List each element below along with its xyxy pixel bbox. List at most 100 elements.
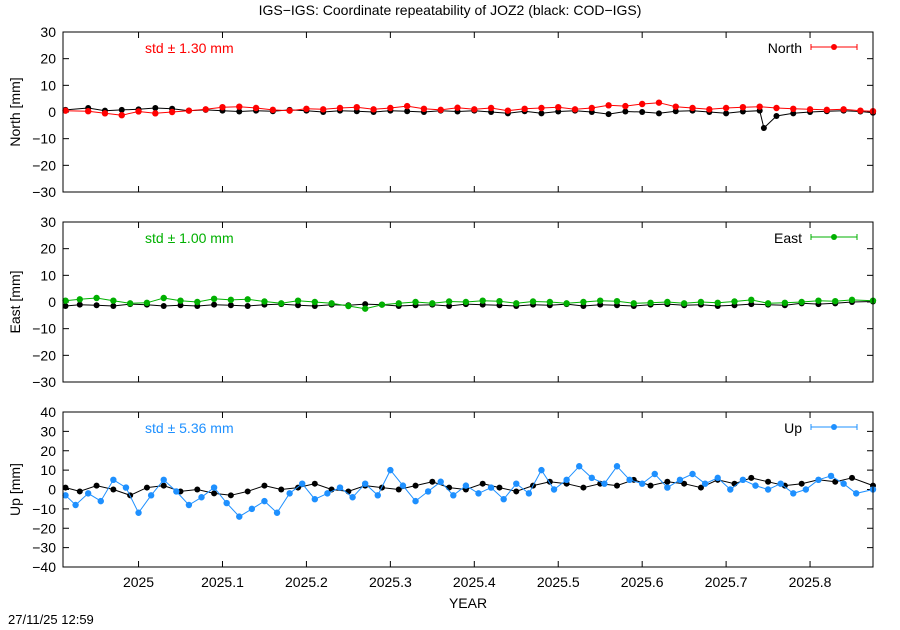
up-point xyxy=(588,474,596,482)
east-point xyxy=(529,298,537,305)
east-compare-point xyxy=(110,303,117,309)
y-tick-label: −20 xyxy=(32,157,56,173)
up-point xyxy=(727,486,734,493)
east-point xyxy=(227,296,235,304)
up-compare-point xyxy=(160,482,167,489)
x-tick-label: 2025.5 xyxy=(537,574,580,590)
y-axis-label: East [mm] xyxy=(7,270,23,333)
up-compare-point xyxy=(580,484,587,491)
y-tick-label: −30 xyxy=(32,374,56,390)
panel-north: −30 −20 −10 0 10 20 30 North [mm] std ± 1.30 mm N… xyxy=(7,24,877,200)
up-compare-point xyxy=(278,486,285,493)
north-compare-point xyxy=(622,108,629,115)
east-point xyxy=(563,300,570,307)
east-point xyxy=(261,298,268,305)
north-point xyxy=(336,104,344,112)
east-point xyxy=(613,298,621,305)
east-legend-label: East xyxy=(774,230,802,246)
up-point xyxy=(613,463,621,470)
up-point xyxy=(638,480,646,487)
x-tick-label: 2025.3 xyxy=(369,574,412,590)
north-compare-point xyxy=(152,105,159,111)
north-point xyxy=(538,104,545,112)
up-point xyxy=(223,499,230,507)
up-compare-point xyxy=(849,474,856,481)
east-point xyxy=(714,299,721,306)
up-point xyxy=(185,501,193,509)
y-tick-label: −30 xyxy=(32,184,56,200)
north-point xyxy=(303,105,310,113)
up-compare-point xyxy=(395,486,402,493)
up-compare-point xyxy=(613,482,620,489)
up-point xyxy=(500,495,507,503)
north-point xyxy=(504,107,512,114)
north-point xyxy=(706,106,713,113)
up-point xyxy=(815,476,822,484)
north-compare-point xyxy=(605,111,612,118)
east-point xyxy=(311,298,319,306)
up-point xyxy=(236,513,243,520)
up-point xyxy=(299,480,306,487)
north-point xyxy=(605,102,612,109)
y-tick-label: 20 xyxy=(40,51,56,67)
timestamp: 27/11/25 12:59 xyxy=(8,612,94,627)
up-point xyxy=(72,501,79,509)
x-tick-label: 2025.7 xyxy=(705,574,748,590)
up-compare-point xyxy=(513,488,520,495)
up-point xyxy=(110,476,117,484)
east-point xyxy=(395,300,402,307)
north-point xyxy=(471,106,478,113)
east-point xyxy=(832,298,839,305)
up-point xyxy=(714,474,721,482)
up-point xyxy=(739,476,747,484)
east-compare-point xyxy=(362,301,369,308)
north-point xyxy=(672,103,679,110)
y-tick-label: −20 xyxy=(32,347,56,363)
east-compare-point xyxy=(76,301,83,308)
up-point xyxy=(450,492,457,499)
up-compare-point xyxy=(446,484,453,491)
up-point xyxy=(764,486,772,493)
east-point xyxy=(748,296,755,304)
north-point xyxy=(236,103,243,110)
north-point xyxy=(353,104,360,111)
up-point xyxy=(827,472,835,480)
up-point xyxy=(576,463,583,470)
up-point xyxy=(689,470,696,478)
y-tick-label: 30 xyxy=(40,214,56,230)
y-tick-label: −20 xyxy=(32,520,56,536)
east-point xyxy=(815,297,822,304)
north-point xyxy=(101,110,109,117)
east-point xyxy=(580,298,587,306)
up-compare-point xyxy=(93,482,100,489)
east-point xyxy=(194,298,201,306)
east-point xyxy=(597,297,604,304)
x-tick-label: 2025.6 xyxy=(621,574,664,590)
up-compare-point xyxy=(62,484,69,491)
legend-marker xyxy=(831,424,837,430)
up-point xyxy=(286,490,293,497)
up-compare-point xyxy=(697,484,704,491)
east-compare-point xyxy=(62,303,69,309)
north-compare-point xyxy=(790,110,797,117)
north-point xyxy=(387,104,394,112)
east-point xyxy=(177,297,184,304)
east-point xyxy=(210,295,218,302)
x-tick-label: 2025.1 xyxy=(201,574,244,590)
east-point xyxy=(664,298,671,306)
north-point xyxy=(420,105,428,113)
up-point xyxy=(462,482,470,489)
up-point xyxy=(853,490,860,497)
up-point xyxy=(777,480,784,487)
north-compare-point xyxy=(118,106,125,113)
up-point xyxy=(374,492,381,499)
up-compare-point xyxy=(211,490,218,497)
north-point xyxy=(320,106,327,113)
up-point xyxy=(210,484,218,491)
y-tick-label: 20 xyxy=(40,443,56,459)
up-point xyxy=(563,476,570,484)
legend-marker xyxy=(831,44,837,50)
north-point xyxy=(84,108,92,115)
east-point xyxy=(546,298,554,306)
north-point xyxy=(840,106,847,113)
